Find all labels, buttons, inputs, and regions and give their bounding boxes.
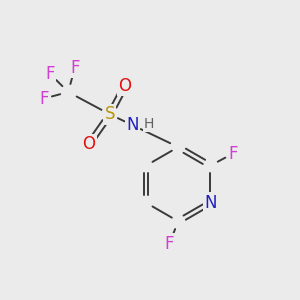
Text: F: F xyxy=(228,145,238,163)
Text: H: H xyxy=(144,117,154,131)
Text: F: F xyxy=(46,65,55,83)
Text: S: S xyxy=(105,105,115,123)
Text: N: N xyxy=(126,116,139,134)
Text: O: O xyxy=(82,135,96,153)
Text: O: O xyxy=(118,77,131,95)
Text: F: F xyxy=(70,58,80,76)
Text: F: F xyxy=(165,235,174,253)
Text: N: N xyxy=(204,194,217,212)
Text: F: F xyxy=(39,90,49,108)
